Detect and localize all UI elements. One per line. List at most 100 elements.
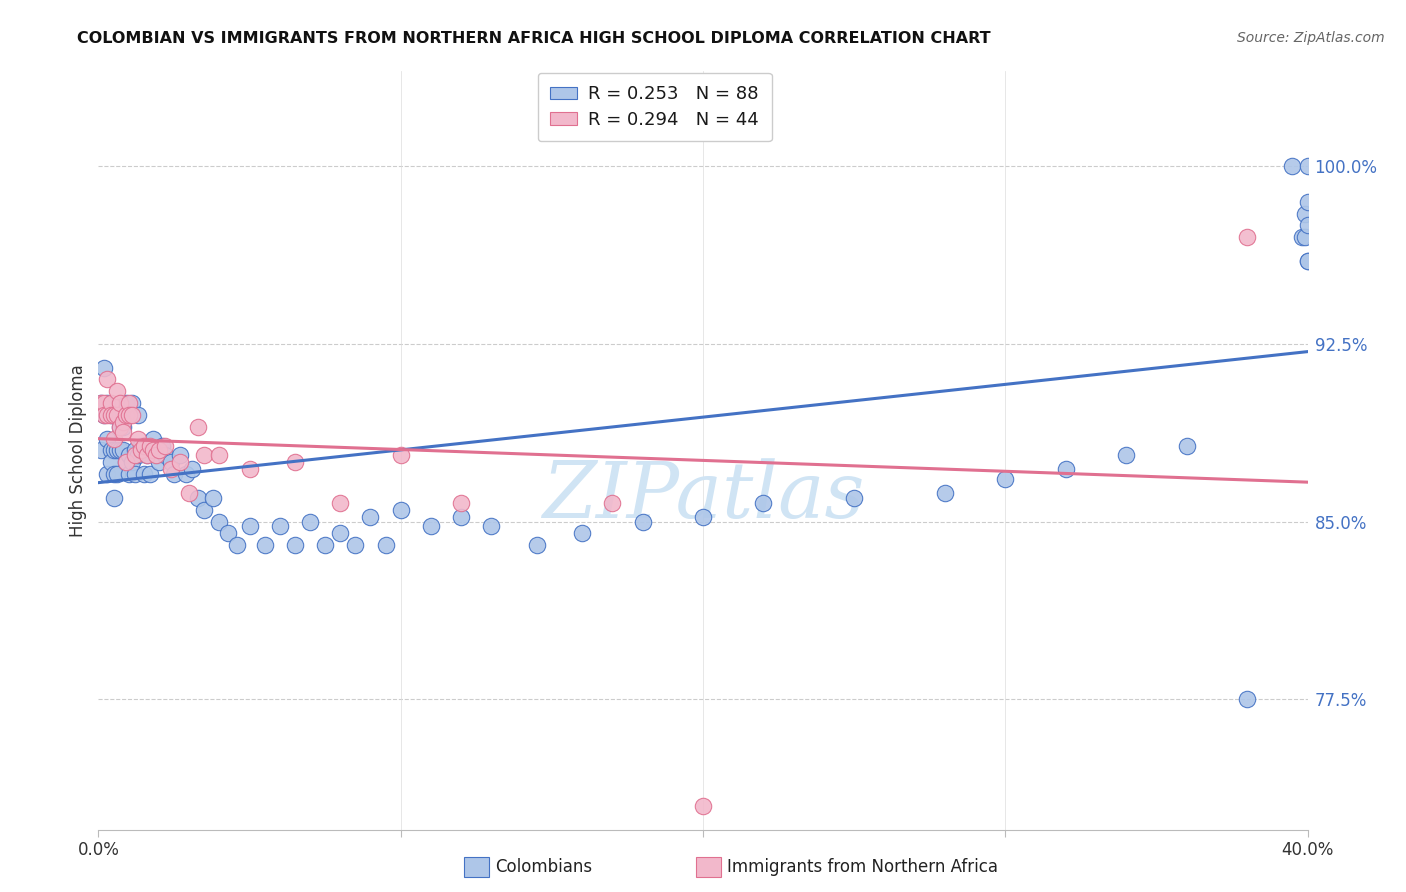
Point [100,408,122,422]
Y-axis label: High School Diploma: High School Diploma [69,364,87,537]
Point [284,538,307,552]
Point [934,486,956,500]
Point [1296,253,1319,268]
Legend: R = 0.253   N = 88, R = 0.294   N = 44: R = 0.253 N = 88, R = 0.294 N = 44 [537,73,772,141]
Point [253,538,276,552]
Point [1054,462,1077,476]
Point [329,526,352,541]
Point [90,396,112,410]
Point [135,448,157,462]
Point [153,448,176,462]
Point [114,396,136,410]
Point [96,372,118,386]
Point [93,360,115,375]
Point [124,443,146,458]
Point [132,439,155,453]
Point [299,515,322,529]
Point [239,519,262,533]
Point [602,495,624,509]
Point [135,448,157,462]
Point [314,538,336,552]
Point [148,443,170,458]
Point [103,443,125,458]
Point [93,396,115,410]
Point [1296,194,1319,209]
Point [90,443,112,458]
Point [160,455,183,469]
Point [118,467,141,482]
Point [142,443,165,458]
Point [111,415,134,429]
Point [169,448,191,462]
Point [100,396,122,410]
Point [118,408,141,422]
Point [692,798,714,813]
Point [93,408,115,422]
Point [752,495,775,509]
Point [127,432,149,446]
Point [108,396,131,410]
Point [132,467,155,482]
Point [105,408,128,422]
Point [217,526,239,541]
Point [105,443,128,458]
Text: ZIPatlas: ZIPatlas [541,458,865,534]
Point [121,455,143,469]
Point [114,455,136,469]
Point [96,467,118,482]
Point [208,515,231,529]
Point [100,408,122,422]
Point [181,462,204,476]
Point [1115,448,1137,462]
Text: Source: ZipAtlas.com: Source: ZipAtlas.com [1237,31,1385,45]
Point [374,538,396,552]
Point [187,419,209,434]
Point [111,443,134,458]
Point [169,455,191,469]
Point [103,432,125,446]
Point [1296,159,1319,173]
Point [121,408,143,422]
Point [571,526,593,541]
Point [108,419,131,434]
Point [96,432,118,446]
Point [96,396,118,410]
Point [526,538,548,552]
Point [132,439,155,453]
Point [105,467,128,482]
Point [118,448,141,462]
Point [103,467,125,482]
Point [1294,206,1316,220]
Point [124,448,146,462]
Point [450,495,472,509]
Point [121,396,143,410]
Text: Immigrants from Northern Africa: Immigrants from Northern Africa [727,858,998,876]
Point [129,443,152,458]
Point [118,408,141,422]
Point [150,439,173,453]
Point [114,408,136,422]
Point [163,467,186,482]
Point [1236,230,1258,244]
Point [1296,219,1319,233]
Point [344,538,367,552]
Point [93,408,115,422]
Point [284,455,307,469]
Point [179,486,201,500]
Point [226,538,249,552]
Point [103,408,125,422]
Point [103,408,125,422]
Point [1294,230,1316,244]
Point [139,467,162,482]
Point [1296,253,1319,268]
Point [481,519,503,533]
Point [145,448,167,462]
Point [105,384,128,399]
Point [1281,159,1303,173]
Point [420,519,443,533]
Point [100,455,122,469]
Point [193,502,215,516]
Point [1291,230,1313,244]
Point [329,495,352,509]
Point [360,509,382,524]
